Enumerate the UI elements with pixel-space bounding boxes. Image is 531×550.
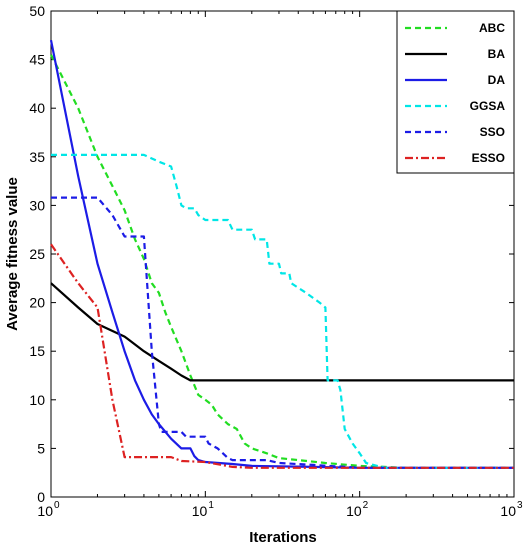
series-line-esso — [50, 243, 514, 469]
y-tick-label: 40 — [29, 100, 45, 116]
x-tick-label: 10 3 — [500, 500, 523, 519]
y-tick-label: 0 — [37, 489, 45, 505]
y-tick-label: 10 — [29, 392, 45, 408]
x-tick-base: 10 — [500, 503, 516, 519]
series-line-da — [49, 39, 514, 469]
y-tick-label: 5 — [37, 440, 45, 456]
y-tick-label: 45 — [29, 52, 45, 68]
legend-item-esso: ESSO — [405, 151, 505, 165]
x-tick-label: 10 2 — [346, 500, 369, 519]
x-tick-exponent: 2 — [363, 500, 369, 511]
legend-label: GGSA — [470, 99, 506, 113]
y-axis-label: Average fitness value — [4, 177, 21, 331]
x-tick-exponent: 0 — [54, 500, 60, 511]
x-tick-exponent: 3 — [517, 500, 523, 511]
legend-item-ba: BA — [405, 47, 505, 61]
x-tick-exponent: 1 — [208, 500, 214, 511]
y-tick-labels: 0 5 10 15 20 25 30 35 40 45 50 — [29, 3, 45, 505]
legend-item-sso: SSO — [405, 125, 505, 139]
legend-label: SSO — [480, 125, 505, 139]
y-tick-label: 25 — [29, 246, 45, 262]
legend: ABC BA DA GGSA SSO ESSO — [396, 10, 515, 174]
y-tick-label: 35 — [29, 149, 45, 165]
x-tick-base: 10 — [346, 503, 362, 519]
x-axis-label: Iterations — [249, 529, 317, 546]
series-line-abc — [50, 54, 514, 469]
x-tick-base: 10 — [37, 503, 53, 519]
legend-item-abc: ABC — [405, 21, 505, 35]
x-tick-base: 10 — [192, 503, 208, 519]
y-tick-label: 15 — [29, 343, 45, 359]
legend-item-da: DA — [405, 73, 505, 87]
legend-box — [396, 10, 515, 174]
legend-label: ESSO — [472, 151, 505, 165]
legend-label: BA — [488, 47, 506, 61]
series-line-ggsa — [51, 153, 514, 469]
legend-label: ABC — [479, 21, 505, 35]
legend-label: DA — [488, 73, 506, 87]
series-lines — [49, 39, 514, 469]
x-tick-label: 10 1 — [192, 500, 215, 519]
legend-item-ggsa: GGSA — [405, 99, 505, 113]
series-line-sso — [51, 196, 514, 469]
x-tick-label: 10 0 — [37, 500, 60, 519]
x-tick-labels: 10 0 10 1 10 2 10 3 — [37, 500, 523, 519]
y-tick-label: 50 — [29, 3, 45, 19]
y-tick-label: 30 — [29, 197, 45, 213]
y-tick-label: 20 — [29, 295, 45, 311]
